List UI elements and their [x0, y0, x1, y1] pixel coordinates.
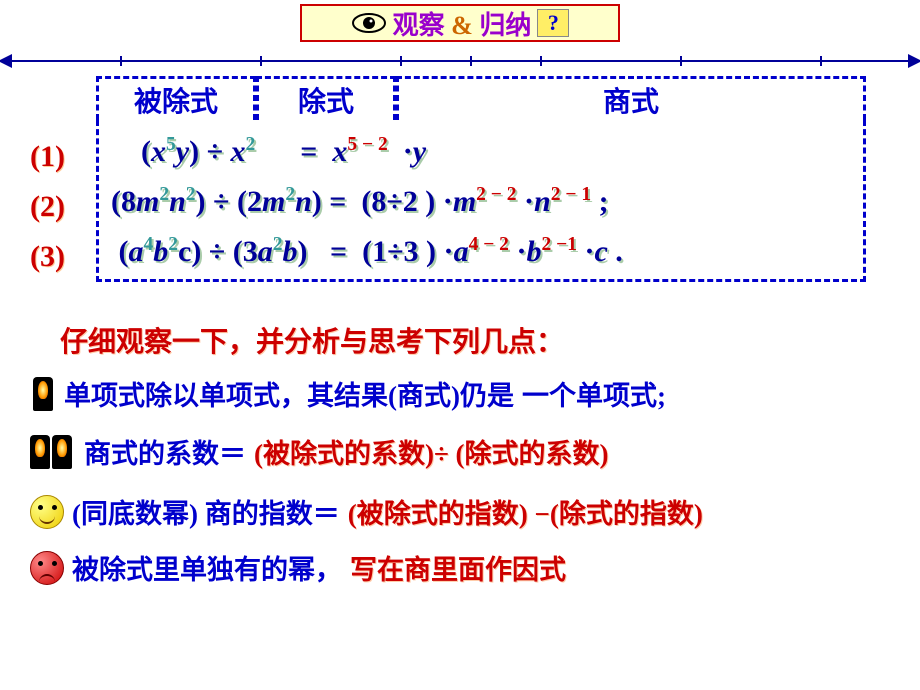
bullet-2: 商式的系数＝ (被除式的系数)÷ (除式的系数) — [30, 432, 609, 471]
title-box: 观察 & 归纳 ? — [300, 4, 620, 42]
equation-3: (a4b2c) ÷ (3a2b) = (1÷3 ) ·a4 − 2 ·b2 −1… — [111, 234, 623, 269]
eye-icon — [351, 11, 387, 35]
axis-tick — [820, 56, 822, 66]
label-1: (1) — [30, 140, 65, 174]
axis-tick — [260, 56, 262, 66]
bullet-3b: (被除式的指数) −(除式的指数) — [348, 492, 703, 531]
bullet-2b: (被除式的系数)÷ (除式的系数) — [254, 432, 609, 471]
bullet-4a: 被除式里单独有的幂， — [72, 548, 342, 587]
bullet-1b: 一个单项式; — [522, 374, 666, 413]
arrow-right-icon — [908, 54, 920, 68]
title-amp: & — [451, 11, 473, 40]
table-header: 被除式 除式 商式 — [96, 76, 866, 120]
axis-line — [6, 60, 914, 62]
question-icon: ? — [537, 9, 569, 37]
equation-box: (x5y) ÷ x2 = x5 − 2 ·y (8m2n2) ÷ (2m2n) … — [96, 120, 866, 282]
label-3: (3) — [30, 240, 65, 274]
bullet-3a: (同底数幂) 商的指数＝ — [72, 492, 340, 531]
number-axis — [0, 52, 920, 68]
bullet-2a: 商式的系数＝ — [84, 432, 246, 471]
axis-tick — [400, 56, 402, 66]
label-2: (2) — [30, 190, 65, 224]
title-text: 观察 & 归纳 — [393, 5, 532, 42]
frowny-icon — [30, 551, 64, 585]
bullet-3: (同底数幂) 商的指数＝ (被除式的指数) −(除式的指数) — [30, 492, 703, 531]
candle-pair-icon — [30, 435, 76, 469]
header-divisor: 除式 — [256, 76, 396, 120]
title-left: 观察 — [393, 11, 445, 40]
axis-tick — [540, 56, 542, 66]
header-quotient: 商式 — [396, 76, 866, 120]
bullet-4b: 写在商里面作因式 — [350, 548, 566, 587]
axis-tick — [680, 56, 682, 66]
equation-2: (8m2n2) ÷ (2m2n) = (8÷2 ) ·m2 − 2 ·n2 − … — [111, 184, 609, 219]
bullet-1a: 单项式除以单项式，其结果(商式)仍是 — [64, 374, 514, 413]
axis-tick — [470, 56, 472, 66]
title-right: 归纳 — [479, 11, 531, 40]
smiley-icon — [30, 495, 64, 529]
instruction-text: 仔细观察一下，并分析与思考下列几点： — [60, 320, 564, 360]
equation-1: (x5y) ÷ x2 = x5 − 2 ·y — [111, 134, 426, 169]
axis-tick — [120, 56, 122, 66]
bullet-4: 被除式里单独有的幂， 写在商里面作因式 — [30, 548, 566, 587]
bullet-1: 单项式除以单项式，其结果(商式)仍是 一个单项式; — [30, 374, 666, 413]
header-dividend: 被除式 — [96, 76, 256, 120]
candle-icon — [30, 376, 56, 412]
